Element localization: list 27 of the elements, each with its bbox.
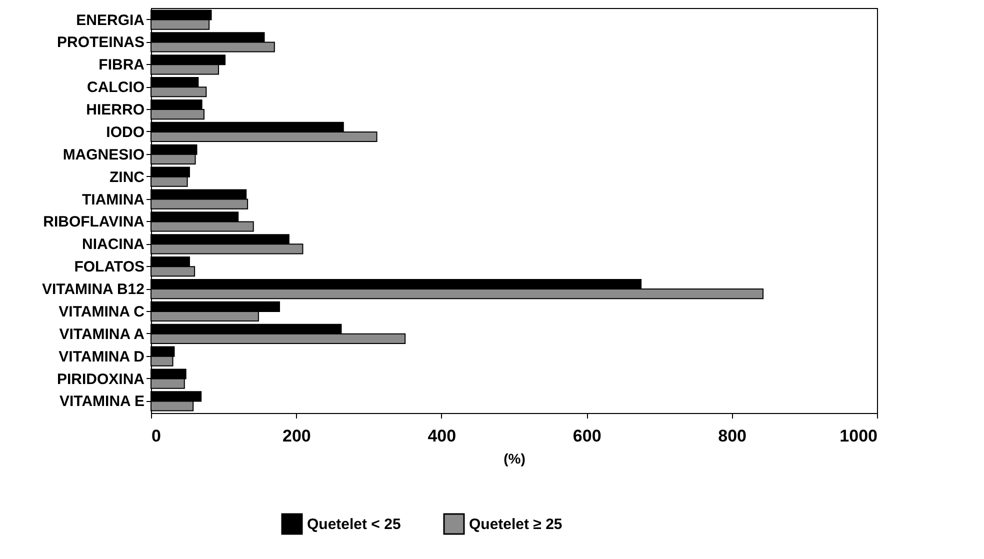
y-tick-label: HIERRO (86, 102, 145, 119)
y-tick-label: ZINC (110, 168, 145, 186)
y-tick-label: ENERGIA (76, 12, 145, 29)
y-tick-label: NIACINA (82, 236, 145, 254)
x-tick-label: 200 (282, 426, 311, 446)
y-tick-label: VITAMINA C (58, 303, 145, 320)
y-tick-label: VITAMINA D (58, 348, 145, 366)
x-axis-title: (%) (504, 450, 526, 466)
x-tick-label: 800 (718, 426, 746, 446)
legend-label: Quetelet < 25 (307, 516, 401, 533)
y-tick-label: IODO (106, 124, 145, 141)
y-tick-label: PIRIDOXINA (56, 370, 145, 388)
y-tick-label: RIBOFLAVINA (43, 214, 145, 231)
y-tick-label: TIAMINA (82, 191, 145, 208)
y-tick-label: PROTEINAS (56, 34, 144, 52)
x-tick-label: 400 (428, 426, 456, 446)
legend-label: Quetelet ≥ 25 (469, 516, 562, 533)
x-tick-label: 0 (152, 426, 161, 446)
y-tick-label: FOLATOS (74, 258, 144, 276)
y-tick-label: CALCIO (87, 79, 145, 96)
y-tick-label: VITAMINA B12 (42, 281, 144, 298)
y-tick-label: VITAMINA E (60, 393, 144, 410)
x-tick-label: 600 (572, 426, 602, 446)
x-tick-label: 1000 (840, 426, 878, 446)
y-tick-label: VITAMINA A (59, 326, 145, 343)
y-tick-label: FIBRA (98, 56, 145, 74)
y-tick-label: MAGNESIO (62, 146, 145, 164)
